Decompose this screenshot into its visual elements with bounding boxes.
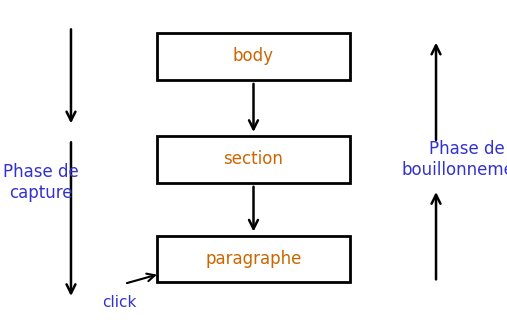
FancyBboxPatch shape — [157, 236, 350, 282]
Text: paragraphe: paragraphe — [205, 250, 302, 268]
FancyBboxPatch shape — [157, 136, 350, 183]
FancyBboxPatch shape — [157, 33, 350, 80]
Text: body: body — [233, 47, 274, 65]
Text: Phase de
capture: Phase de capture — [3, 163, 79, 202]
Text: click: click — [102, 294, 136, 310]
Text: section: section — [224, 150, 283, 168]
Text: Phase de
bouillonnement: Phase de bouillonnement — [402, 140, 507, 179]
